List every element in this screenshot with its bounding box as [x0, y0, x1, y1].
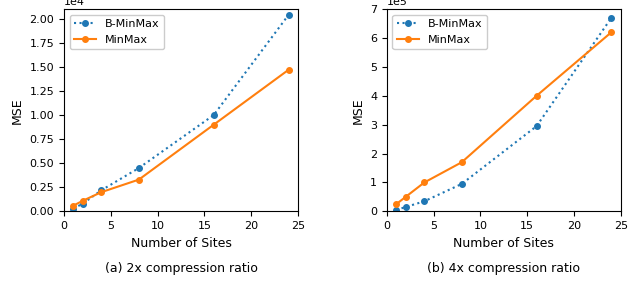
Line: MinMax: MinMax	[70, 67, 291, 208]
Text: (b) 4x compression ratio: (b) 4x compression ratio	[428, 262, 580, 275]
B-MinMax	[458, 182, 465, 186]
B-MinMax	[97, 188, 105, 192]
MinMax	[607, 31, 615, 34]
Line: B-MinMax: B-MinMax	[70, 12, 291, 211]
MinMax	[79, 199, 86, 203]
MinMax	[135, 178, 143, 182]
B-MinMax	[402, 205, 410, 209]
B-MinMax	[420, 199, 428, 203]
Legend: B-MinMax, MinMax: B-MinMax, MinMax	[392, 14, 487, 49]
MinMax	[70, 204, 77, 207]
Y-axis label: MSE: MSE	[351, 97, 364, 124]
X-axis label: Number of Sites: Number of Sites	[131, 237, 232, 250]
B-MinMax	[285, 13, 292, 17]
MinMax	[532, 94, 540, 98]
B-MinMax	[70, 207, 77, 210]
Line: MinMax: MinMax	[394, 29, 614, 207]
B-MinMax	[607, 16, 615, 20]
MinMax	[97, 190, 105, 194]
MinMax	[402, 195, 410, 199]
X-axis label: Number of Sites: Number of Sites	[453, 237, 554, 250]
B-MinMax	[135, 166, 143, 170]
B-MinMax	[532, 124, 540, 128]
Line: B-MinMax: B-MinMax	[394, 15, 614, 213]
MinMax	[210, 123, 218, 127]
Y-axis label: MSE: MSE	[11, 97, 24, 124]
MinMax	[285, 68, 292, 72]
B-MinMax	[79, 202, 86, 205]
MinMax	[420, 181, 428, 184]
MinMax	[458, 160, 465, 164]
B-MinMax	[210, 113, 218, 117]
MinMax	[392, 202, 400, 206]
Text: (a) 2x compression ratio: (a) 2x compression ratio	[104, 262, 257, 275]
B-MinMax	[392, 208, 400, 212]
Legend: B-MinMax, MinMax: B-MinMax, MinMax	[70, 14, 164, 49]
